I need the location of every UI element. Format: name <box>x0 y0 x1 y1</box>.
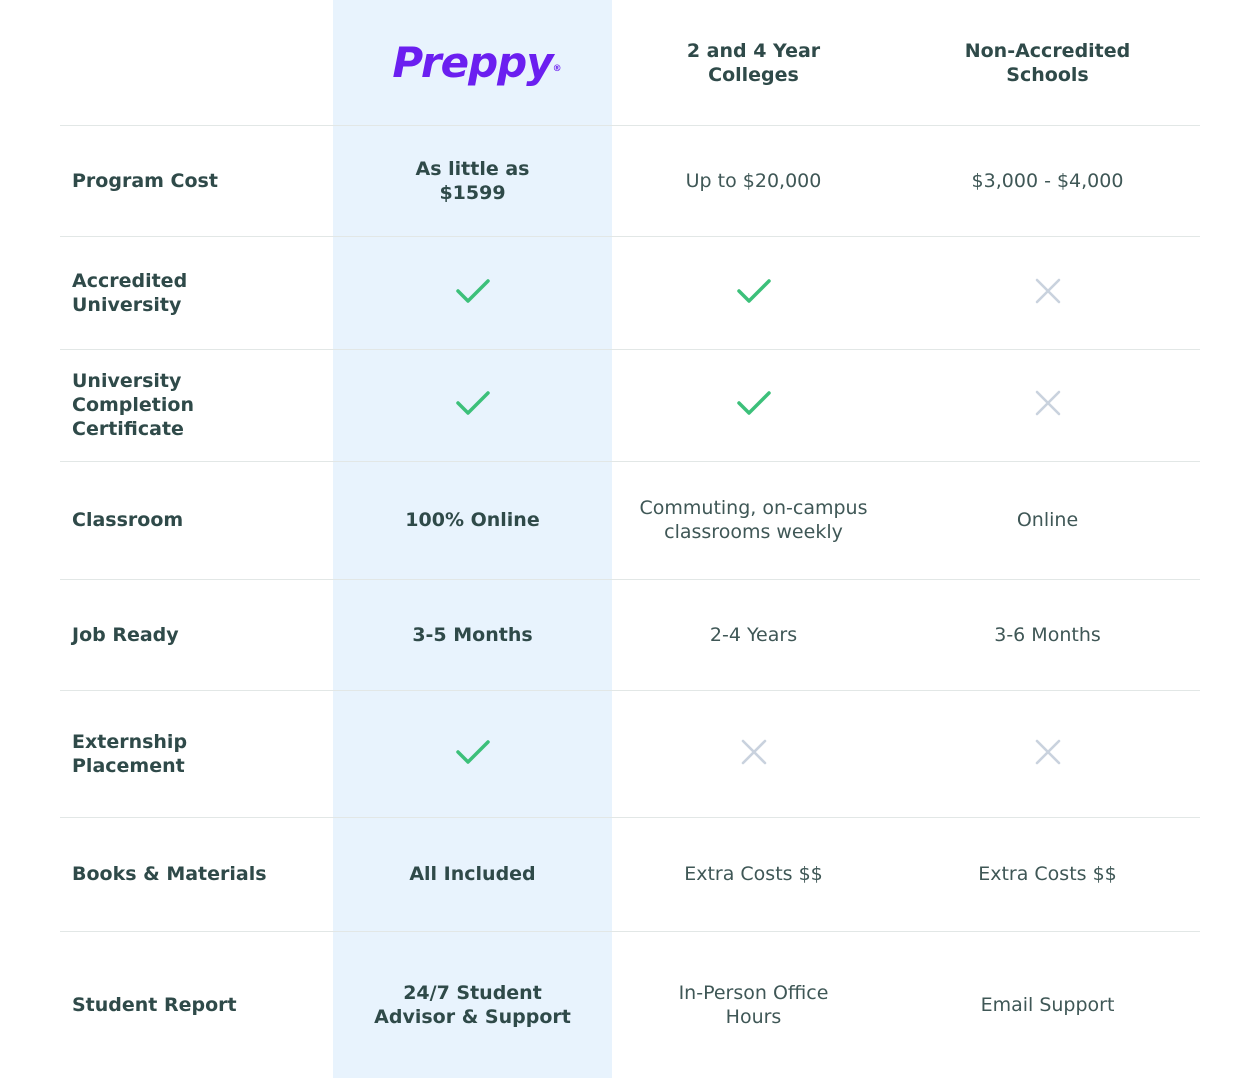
cell-preppy: 100% Online <box>333 508 612 532</box>
x-icon <box>1035 739 1061 769</box>
cell-value: Email Support <box>980 993 1115 1016</box>
table-row: University Completion Certificate <box>60 349 1200 461</box>
cell-colleges: Extra Costs $$ <box>612 862 895 886</box>
comparison-table: Preppy ® 2 and 4 Year Colleges Non-Accred… <box>60 0 1200 1078</box>
row-label: Books & Materials <box>72 863 267 885</box>
row-label: Program Cost <box>72 169 218 192</box>
table-row: Accredited University <box>60 236 1200 349</box>
cell-non-accredited: Email Support <box>895 993 1200 1017</box>
header-row: Preppy ® 2 and 4 Year Colleges Non-Accred… <box>60 0 1200 125</box>
cell-preppy: All Included <box>333 862 612 886</box>
row-label: Job Ready <box>72 623 179 646</box>
cell-non-accredited: Extra Costs $$ <box>895 862 1200 886</box>
check-icon <box>736 278 771 308</box>
cell-value: All Included <box>409 863 536 885</box>
header-non-accredited: Non-Accredited Schools <box>895 39 1200 87</box>
check-icon <box>455 278 490 308</box>
cell-preppy: 24/7 Student Advisor & Support <box>333 981 612 1029</box>
cell-colleges: Up to $20,000 <box>612 169 895 193</box>
check-icon <box>455 739 490 769</box>
table-row: Job Ready 3-5 Months 2-4 Years 3-6 Months <box>60 579 1200 690</box>
header-preppy: Preppy ® <box>333 37 612 87</box>
x-icon <box>741 739 767 769</box>
cell-value: Extra Costs $$ <box>684 863 823 885</box>
table-body: Program Cost As little as $1599 Up to $20,… <box>60 125 1200 1078</box>
row-label: University Completion Certificate <box>72 370 194 440</box>
cell-non-accredited <box>895 390 1200 420</box>
cell-preppy <box>333 739 612 769</box>
x-icon <box>1035 390 1061 420</box>
cell-value: $3,000 - $4,000 <box>971 169 1124 192</box>
cell-colleges <box>612 739 895 769</box>
cell-preppy: As little as $1599 <box>333 157 612 205</box>
table-row: Externship Placement <box>60 690 1200 817</box>
cell-value: Commuting, on-campus classrooms weekly <box>639 497 868 543</box>
cell-value: Up to $20,000 <box>685 169 822 192</box>
cell-value: 3-6 Months <box>994 623 1101 646</box>
column-title-colleges: 2 and 4 Year Colleges <box>686 39 821 86</box>
cell-colleges: 2-4 Years <box>612 623 895 647</box>
preppy-logo: Preppy ® <box>392 37 562 87</box>
row-label: Student Report <box>72 993 237 1016</box>
cell-preppy <box>333 390 612 420</box>
cell-preppy: 3-5 Months <box>333 623 612 647</box>
cell-colleges: Commuting, on-campus classrooms weekly <box>612 496 895 544</box>
cell-preppy <box>333 278 612 308</box>
row-label: Accredited University <box>72 269 188 316</box>
cell-value: 3-5 Months <box>412 623 533 646</box>
cell-colleges: In-Person Office Hours <box>612 981 895 1029</box>
cell-value: 2-4 Years <box>709 623 798 646</box>
x-icon <box>1035 278 1061 308</box>
cell-colleges <box>612 390 895 420</box>
row-label: Classroom <box>72 509 184 531</box>
cell-colleges <box>612 278 895 308</box>
cell-non-accredited <box>895 739 1200 769</box>
cell-value: 24/7 Student Advisor & Support <box>374 981 571 1028</box>
check-icon <box>455 390 490 420</box>
table-row: Program Cost As little as $1599 Up to $20,… <box>60 125 1200 236</box>
cell-non-accredited <box>895 278 1200 308</box>
cell-non-accredited: Online <box>895 508 1200 532</box>
cell-value: 100% Online <box>405 509 540 531</box>
cell-non-accredited: $3,000 - $4,000 <box>895 169 1200 193</box>
cell-non-accredited: 3-6 Months <box>895 623 1200 647</box>
check-icon <box>736 390 771 420</box>
cell-value: As little as $1599 <box>415 157 530 204</box>
table-row: Books & Materials All Included Extra Costs… <box>60 817 1200 931</box>
table-row: Student Report 24/7 Student Advisor & Sup… <box>60 931 1200 1078</box>
cell-value: Extra Costs $$ <box>978 863 1117 885</box>
column-title-non-accredited: Non-Accredited Schools <box>964 39 1131 86</box>
table-row: Classroom 100% Online Commuting, on-campus… <box>60 461 1200 579</box>
preppy-column-highlight <box>333 0 612 1078</box>
row-label: Externship Placement <box>72 730 188 777</box>
cell-value: Online <box>1016 509 1079 531</box>
header-colleges: 2 and 4 Year Colleges <box>612 39 895 87</box>
cell-value: In-Person Office Hours <box>678 981 829 1028</box>
